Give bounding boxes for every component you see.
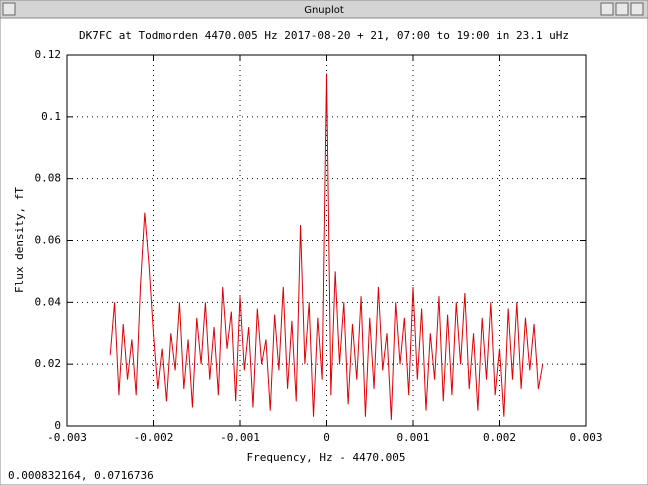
close-button[interactable]	[630, 2, 644, 16]
y-tick-label: 0.04	[35, 295, 62, 308]
x-tick-label: 0.003	[569, 431, 602, 444]
x-tick-label: -0.002	[134, 431, 174, 444]
data-line	[109, 73, 544, 420]
y-tick-label: 0.02	[35, 357, 62, 370]
plot-border	[66, 54, 587, 427]
chart-title: DK7FC at Todmorden 4470.005 Hz 2017-08-2…	[79, 29, 569, 42]
x-tick-label: 0.002	[483, 431, 516, 444]
window-title: Gnuplot	[304, 5, 344, 16]
y-tick-label: 0.08	[35, 172, 62, 185]
status-text: 0.000832164, 0.0716736	[8, 469, 154, 482]
x-axis-label: Frequency, Hz - 4470.005	[247, 451, 406, 464]
menu-button[interactable]	[2, 2, 16, 16]
y-tick-label: 0.12	[35, 48, 62, 61]
maximize-button[interactable]	[615, 2, 629, 16]
y-tick-label: 0.06	[35, 234, 62, 247]
title-bar	[0, 0, 648, 19]
x-tick-label: 0	[323, 431, 330, 444]
x-tick-label: -0.003	[47, 431, 87, 444]
x-tick-label: 0.001	[396, 431, 429, 444]
x-tick-label: -0.001	[220, 431, 260, 444]
y-axis-label: Flux density, fT	[13, 187, 26, 293]
y-tick-label: 0.1	[41, 110, 61, 123]
minimize-button[interactable]	[600, 2, 614, 16]
y-tick-label: 0	[54, 419, 61, 432]
